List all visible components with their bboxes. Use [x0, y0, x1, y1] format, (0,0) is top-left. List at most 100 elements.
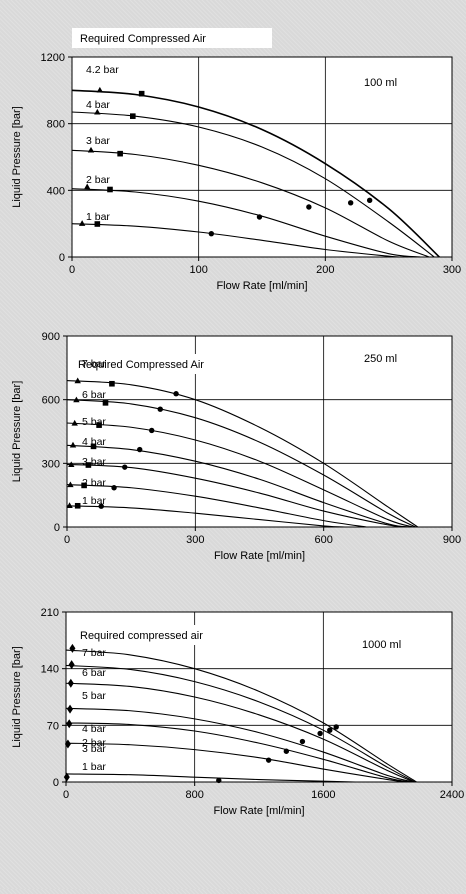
series-line — [66, 484, 367, 528]
y-axis-label: Liquid Pressure [bar] — [11, 646, 23, 748]
circle-marker — [299, 738, 306, 745]
y-tick-label: 1200 — [41, 52, 65, 64]
circle-marker — [347, 200, 354, 206]
series-line — [66, 399, 416, 528]
square-marker — [85, 462, 92, 468]
diamond-marker — [64, 739, 71, 749]
volume-annotation: 1000 ml — [362, 639, 401, 651]
series-label: 5 bar — [82, 416, 106, 428]
diamond-marker — [63, 772, 70, 782]
circle-marker — [317, 730, 323, 737]
x-tick-label: 600 — [314, 534, 332, 546]
legend-title: Required Compressed Air — [78, 359, 204, 371]
volume-annotation: 100 ml — [364, 77, 397, 89]
series-label: 2 bar — [82, 737, 106, 749]
x-axis-label: Flow Rate [ml/min] — [216, 280, 307, 292]
series-line — [71, 223, 402, 258]
legend-title: Required Compressed Air — [80, 33, 206, 45]
series-label: 4 bar — [86, 99, 110, 111]
x-tick-label: 0 — [69, 264, 75, 276]
chart-panel-2: 0 300 600 900 0 300 600 900 Flow Rate [ml/min] Li… — [11, 331, 461, 562]
chart-panel-3: 0 800 1600 2400 0 70 140 210 Flow Rate [ml/min] L… — [11, 607, 464, 817]
x-tick-label: 200 — [316, 264, 334, 276]
x-tick-label: 800 — [185, 789, 203, 801]
x-tick-label: 100 — [189, 264, 207, 276]
x-tick-label: 2400 — [440, 789, 464, 801]
circle-marker — [366, 197, 373, 204]
series-label: 4 bar — [82, 436, 106, 448]
square-marker — [102, 400, 109, 406]
square-marker — [90, 443, 97, 450]
legend-title-box — [72, 28, 272, 48]
series-line — [66, 422, 414, 528]
series-label: 1 bar — [82, 495, 106, 507]
series-label: 3 bar — [86, 135, 110, 147]
diamond-marker — [68, 660, 75, 670]
circle-marker — [149, 427, 155, 434]
circle-marker — [265, 757, 272, 763]
x-tick-label: 900 — [443, 534, 461, 546]
triangle-marker — [67, 481, 74, 488]
volume-annotation: 250 ml — [364, 353, 397, 365]
x-tick-label: 0 — [64, 534, 70, 546]
square-marker — [96, 422, 102, 428]
circle-marker — [306, 204, 312, 210]
y-tick-label: 300 — [42, 458, 60, 470]
square-marker — [138, 90, 145, 97]
x-tick-label: 0 — [63, 789, 69, 801]
y-tick-label: 900 — [42, 331, 60, 343]
y-tick-label: 800 — [47, 119, 65, 131]
triangle-marker — [87, 146, 95, 153]
y-tick-label: 400 — [47, 185, 65, 197]
diamond-marker — [69, 643, 76, 653]
chart-panel-1: 0 100 200 300 0 400 800 1200 Flow Rate [ml/min] L… — [11, 28, 461, 292]
square-marker — [74, 502, 81, 509]
series-label: 1 bar — [82, 761, 106, 773]
y-tick-label: 0 — [54, 522, 60, 534]
series-line — [66, 380, 419, 528]
series-line — [65, 664, 416, 783]
series-line — [66, 505, 346, 528]
y-tick-label: 140 — [41, 664, 59, 676]
series-label: 2 bar — [86, 174, 110, 186]
circle-marker — [137, 446, 143, 453]
y-axis-label: Liquid Pressure [bar] — [11, 106, 23, 208]
triangle-marker — [84, 183, 91, 190]
series-line — [71, 149, 430, 258]
y-tick-label: 600 — [42, 395, 60, 407]
circle-marker — [208, 230, 215, 237]
square-marker — [81, 482, 87, 489]
circle-marker — [122, 464, 128, 470]
diamond-marker — [67, 678, 74, 688]
square-marker — [117, 150, 123, 157]
legend-title-box — [70, 354, 270, 374]
series-line — [65, 722, 412, 783]
circle-marker — [327, 727, 333, 733]
triangle-marker — [71, 419, 78, 426]
x-tick-label: 300 — [186, 534, 204, 546]
circle-marker — [157, 406, 163, 412]
circle-marker — [333, 724, 339, 730]
y-axis-label: Liquid Pressure [bar] — [11, 381, 23, 483]
series-line — [65, 773, 356, 783]
y-tick-label: 70 — [47, 720, 59, 732]
square-marker — [109, 380, 115, 387]
triangle-marker — [69, 441, 77, 448]
y-tick-label: 210 — [41, 607, 59, 619]
x-axis-label: Flow Rate [ml/min] — [214, 550, 305, 562]
triangle-marker — [78, 220, 86, 226]
legend-title: Required compressed air — [80, 630, 203, 642]
square-marker — [94, 221, 101, 227]
triangle-marker — [66, 502, 73, 508]
series-line — [65, 649, 417, 783]
series-label: 2 bar — [82, 477, 106, 489]
diamond-marker — [67, 704, 74, 714]
circle-marker — [111, 485, 117, 491]
circle-marker — [98, 503, 104, 509]
series-line — [66, 444, 412, 528]
series-label: 6 bar — [82, 667, 106, 679]
series-label: 7 bar — [82, 358, 106, 370]
plot-area — [71, 56, 453, 258]
